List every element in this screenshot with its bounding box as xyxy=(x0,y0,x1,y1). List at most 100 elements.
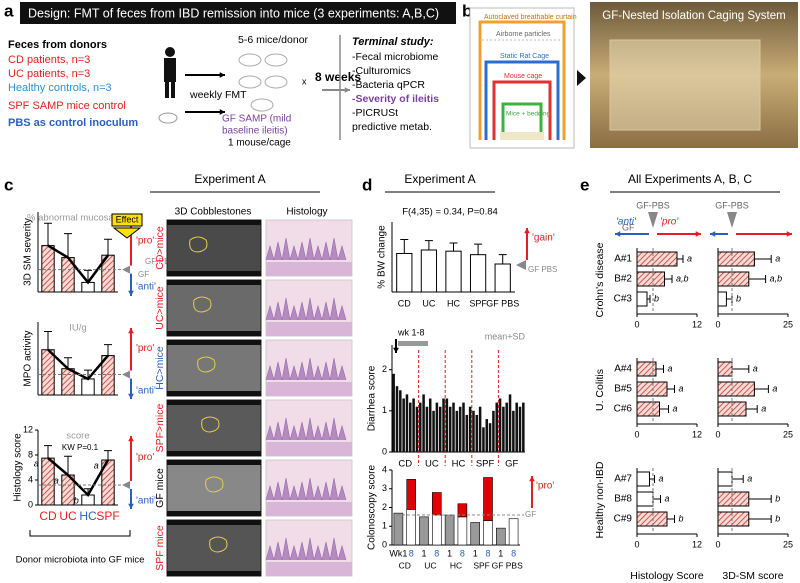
x-tick-label: UC xyxy=(422,298,435,308)
x-tick-label: 25 xyxy=(783,319,793,329)
error-bar xyxy=(726,295,733,303)
bar xyxy=(478,406,482,452)
significance-letter: b xyxy=(775,513,780,523)
person-icon xyxy=(165,47,175,57)
bar xyxy=(717,361,733,377)
bar-segment xyxy=(457,503,468,518)
effect-label: 'pro' xyxy=(136,452,154,463)
label: Autoclaved breathable curtain xyxy=(484,14,577,21)
y-tick-label: 12 xyxy=(23,424,33,434)
bar xyxy=(717,381,755,397)
x-tick-label: 25 xyxy=(783,429,793,439)
label: GF xyxy=(525,510,536,519)
gf-marker xyxy=(122,265,130,274)
arrow-head xyxy=(128,290,134,296)
effect-marker xyxy=(112,227,142,239)
x-tick-label: 0 xyxy=(715,319,720,329)
y-tick-label: B#5 xyxy=(614,384,632,395)
label: Donor microbiota into GF mice xyxy=(16,555,145,566)
cobblestone-image xyxy=(166,459,262,517)
label: Experiment A xyxy=(194,172,265,186)
mouse-icon xyxy=(238,53,262,67)
label: Design: FMT of feces from IBD remission … xyxy=(28,6,439,20)
bar xyxy=(61,368,75,396)
bar xyxy=(432,410,435,452)
arrow-head xyxy=(710,231,716,237)
axis-note: IU/g xyxy=(69,323,86,334)
bar-segment xyxy=(483,520,493,546)
label: PBS as control inoculum xyxy=(8,117,138,129)
error-bar xyxy=(104,344,112,356)
x-axis-label: 3D-SM score xyxy=(722,570,783,582)
lesion-outline xyxy=(205,476,224,493)
villi xyxy=(265,417,347,441)
x-tick-label: 12 xyxy=(692,319,702,329)
tissue xyxy=(266,562,352,576)
bar xyxy=(428,398,432,452)
label: Feces from donors xyxy=(8,39,107,51)
label: GF mice xyxy=(154,468,166,508)
bar xyxy=(717,511,750,527)
arrow-head xyxy=(128,436,134,442)
arrow-head xyxy=(524,228,530,234)
x-tick-label: 8 xyxy=(409,548,414,558)
bar xyxy=(482,427,485,452)
axis-note: score xyxy=(66,431,89,442)
axis-note: mean+SD xyxy=(485,331,526,341)
y-axis-label: 3D SM severity xyxy=(23,218,34,286)
y-tick-label: 0 xyxy=(28,499,33,509)
error-bar xyxy=(498,254,507,264)
effect-label: 'anti' xyxy=(136,281,156,292)
lesion-outline xyxy=(193,296,212,313)
bar xyxy=(717,471,733,487)
label: GF xyxy=(622,222,635,232)
label: 'anti' xyxy=(616,217,637,228)
y-tick-label: 0 xyxy=(382,446,387,456)
arrow-head xyxy=(128,328,134,334)
villi xyxy=(265,237,347,261)
villi xyxy=(265,297,347,321)
tissue xyxy=(266,502,352,516)
film-strip xyxy=(167,460,261,465)
error-bar xyxy=(44,222,52,246)
bar xyxy=(636,291,648,307)
label: U. Colitis xyxy=(594,369,606,411)
label: -Severity of ileitis xyxy=(352,93,439,105)
cobblestone-image xyxy=(166,279,262,337)
x-tick-label: 25 xyxy=(783,539,793,549)
error-bar xyxy=(400,239,409,254)
bar-segment xyxy=(432,514,442,546)
significance-letter: a xyxy=(94,460,99,470)
label: Experiment A xyxy=(404,172,475,186)
tissue xyxy=(266,322,352,336)
label: Healthy non-IBD xyxy=(594,461,606,538)
villi xyxy=(265,477,347,501)
significance-letter: a xyxy=(772,383,777,393)
mouse-icon xyxy=(264,53,288,67)
label: Mice + bedding xyxy=(506,111,551,118)
x-tick-label: SPF xyxy=(469,298,487,308)
bar-segment xyxy=(444,514,455,546)
group-label: CD xyxy=(399,560,411,570)
effect-label: 'pro' xyxy=(136,235,154,246)
film-strip xyxy=(167,280,261,285)
bar xyxy=(488,423,492,452)
label: 'gain' xyxy=(532,233,555,244)
bracket xyxy=(29,530,131,537)
error-bar xyxy=(104,238,112,256)
tissue xyxy=(266,382,352,396)
x-tick-label: HC xyxy=(79,509,97,523)
trend-line xyxy=(47,348,109,381)
y-axis-label: Histology score xyxy=(13,433,24,502)
error-bar xyxy=(64,233,72,258)
y-tick-label: 3 xyxy=(382,483,387,493)
label: 1 mouse/cage xyxy=(228,138,291,149)
x-tick-label: SPF xyxy=(96,509,119,523)
tissue xyxy=(266,442,352,456)
x-tick-label: 1 xyxy=(421,548,426,558)
x-tick-label: CD xyxy=(398,298,411,308)
arrow-head xyxy=(128,503,134,509)
film-strip xyxy=(167,271,261,276)
bar xyxy=(636,401,660,417)
mouse-icon xyxy=(238,75,262,89)
